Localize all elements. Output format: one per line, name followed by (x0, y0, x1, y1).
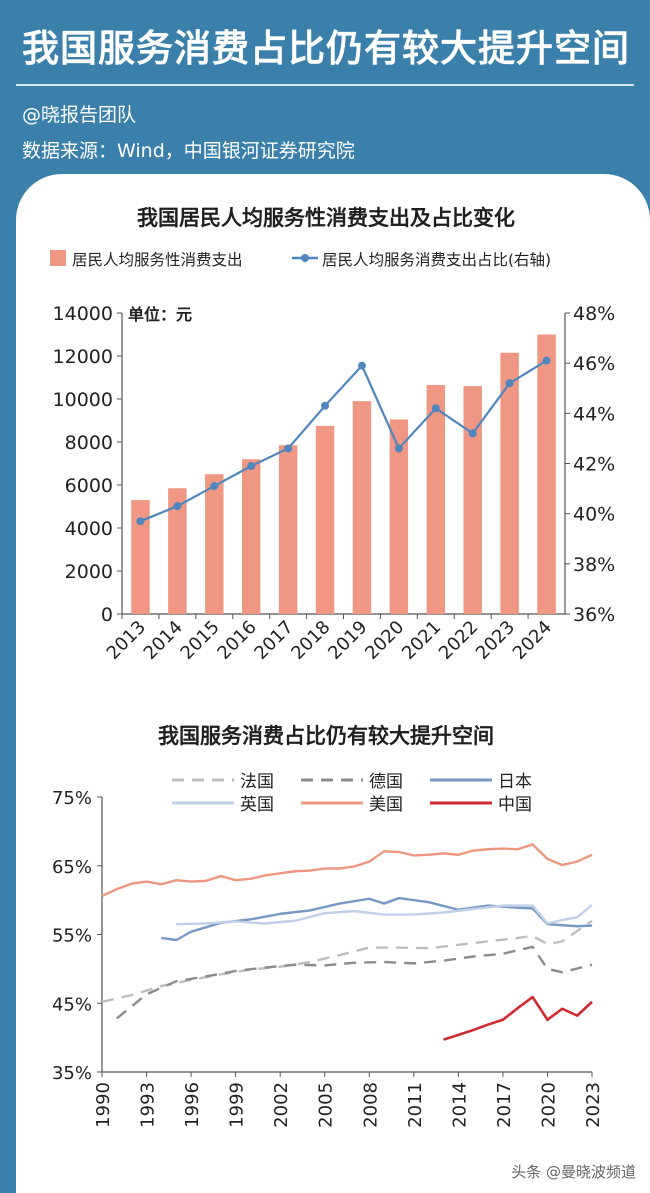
chart1-xtick-label: 2014 (140, 617, 187, 664)
chart2-series-line (101, 843, 593, 898)
chart1-ratio-point (173, 502, 182, 511)
chart1-ratio-point (136, 517, 145, 526)
legend1-bar-swatch (50, 250, 66, 266)
legend2-label: 英国 (240, 795, 274, 815)
chart1-xtick-label: 2019 (324, 617, 371, 664)
chart1-bar (241, 459, 261, 614)
chart1-xtick-label: 2020 (361, 617, 408, 664)
chart1-bar (500, 352, 519, 614)
legend2-label: 美国 (369, 795, 403, 815)
legend2-label: 法国 (240, 772, 274, 792)
author-label: @晓报告团队 (22, 104, 137, 126)
chart2-title: 我国服务消费占比仍有较大提升空间 (158, 724, 494, 748)
chart1-bar (426, 385, 446, 614)
chart1-ratio-point (284, 444, 293, 453)
chart2-series-line (176, 904, 593, 926)
legend1-bar-label: 居民人均服务性消费支出 (72, 251, 243, 269)
chart1-xtick-label: 2022 (435, 617, 482, 664)
chart1-ratio-point (210, 482, 219, 491)
chart2-series-line (101, 919, 593, 1004)
chart1-ytick-label: 0 (101, 604, 113, 626)
chart1-y2tick-label: 44% (573, 403, 615, 425)
chart1-ratio-point (247, 462, 256, 471)
chart2-xtick-label: 2008 (360, 1082, 381, 1128)
chart2-ytick-label: 55% (52, 926, 92, 947)
data-source-label: 数据来源：Wind，中国银河证券研究院 (22, 140, 355, 162)
chart1-xtick-label: 2023 (472, 617, 519, 664)
chart1-ytick-label: 12000 (53, 346, 113, 368)
chart1-ytick-label: 4000 (65, 518, 113, 540)
chart2-ytick-label: 75% (52, 788, 92, 809)
chart1-y2tick-label: 36% (573, 604, 615, 626)
chart2-ytick-label: 45% (52, 994, 92, 1015)
legend1-line-label: 居民人均服务消费支出占比(右轴) (322, 251, 551, 269)
chart1-ratio-point (394, 444, 403, 453)
chart2-xtick-label: 2011 (405, 1082, 426, 1128)
chart1-y2tick-label: 48% (573, 303, 615, 325)
chart1-bar (131, 500, 150, 614)
chart1-bar (463, 386, 482, 614)
chart1-ytick-label: 6000 (65, 475, 113, 497)
chart2-xtick-label: 2023 (583, 1082, 604, 1128)
chart2-series-line (116, 945, 593, 1020)
chart2-xtick-label: 2014 (449, 1082, 470, 1128)
page-title: 我国服务消费占比仍有较大提升空间 (22, 27, 630, 70)
chart1-bar (389, 419, 409, 614)
chart1-ytick-label: 10000 (53, 389, 113, 411)
chart1-bar (537, 334, 556, 614)
chart1-ratio-point (505, 379, 514, 388)
chart2-xtick-label: 1993 (138, 1082, 159, 1128)
watermark: 头条 @曼晓波频道 (511, 1163, 636, 1181)
chart1-unit-label: 单位：元 (128, 305, 192, 324)
legend2-label: 德国 (369, 772, 403, 792)
chart1-y2tick-label: 46% (573, 353, 615, 375)
chart1-bar (352, 401, 372, 614)
chart2-xtick-label: 2017 (494, 1082, 515, 1128)
chart1-ytick-label: 2000 (65, 561, 113, 583)
chart2-ytick-label: 35% (52, 1063, 92, 1084)
chart1-y2tick-label: 40% (573, 504, 615, 526)
chart1-bar (205, 474, 224, 614)
chart2-xtick-label: 2002 (271, 1082, 292, 1128)
chart1-ratio-point (357, 361, 366, 370)
title-underline (16, 84, 634, 86)
chart1-bar (315, 425, 335, 614)
chart1-ratio-point (542, 356, 551, 365)
chart1-y2tick-label: 42% (573, 454, 615, 476)
chart1-xtick-label: 2021 (398, 617, 445, 664)
chart2-xtick-label: 1990 (93, 1082, 114, 1128)
chart1-bar (168, 488, 187, 614)
chart1-y2tick-label: 38% (573, 554, 615, 576)
chart2-series-line (161, 896, 593, 942)
chart1-ytick-label: 14000 (53, 303, 113, 325)
legend1-line-marker (301, 254, 309, 262)
chart1-ratio-point (321, 401, 330, 410)
chart2-xtick-label: 1999 (227, 1082, 248, 1128)
chart1-xtick-label: 2024 (509, 617, 556, 664)
chart1-title: 我国居民人均服务性消费支出及占比变化 (137, 206, 515, 230)
legend2-label: 中国 (498, 795, 532, 815)
legend2-label: 日本 (498, 772, 532, 792)
chart1-xtick-label: 2017 (250, 617, 297, 664)
chart2-ytick-label: 65% (52, 857, 92, 878)
chart1-xtick-label: 2018 (287, 617, 334, 664)
chart2-series-line (443, 995, 593, 1041)
chart2-xtick-label: 2020 (538, 1082, 559, 1128)
chart1-ytick-label: 8000 (65, 432, 113, 454)
chart1-bar (278, 445, 298, 614)
chart2-xtick-label: 1996 (182, 1082, 203, 1128)
chart1-xtick-label: 2016 (214, 617, 261, 664)
chart2-xtick-label: 2005 (316, 1082, 337, 1128)
chart1-ratio-line (140, 359, 548, 523)
chart1-ratio-point (468, 429, 477, 438)
chart1-ratio-point (431, 404, 440, 413)
chart1-xtick-label: 2015 (177, 617, 224, 664)
